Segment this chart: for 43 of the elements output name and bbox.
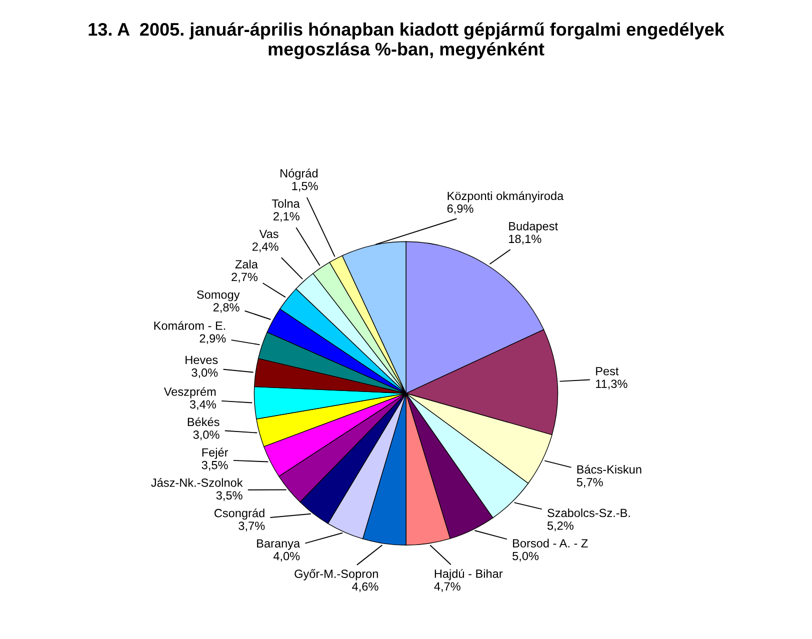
- slice-label: Heves: [186, 356, 218, 364]
- data-label: 2,9%: [200, 334, 226, 344]
- data-label: 4,0%: [273, 552, 300, 562]
- slice-label: Komárom - E.: [154, 321, 226, 330]
- data-label: 3,0%: [193, 430, 220, 440]
- slice-label: Nógrád: [280, 168, 318, 180]
- slice-label: Tolna: [272, 199, 300, 208]
- chart-title: 13. A 2005. január-április hónapban kiadott gépjármű forgalmi engedélyek megoszlása %-ban, megyénként: [88, 22, 724, 60]
- data-label: 3,0%: [192, 368, 218, 378]
- slice-label: Borsod - A. - Z: [513, 538, 588, 548]
- data-label: 2,8%: [213, 303, 240, 313]
- slice-label: Vas: [259, 230, 278, 238]
- slice-label: Szabolcs-Sz.-B.: [548, 508, 630, 518]
- data-label: 18,1%: [509, 234, 542, 244]
- slice-label: Bács-Kiskun: [577, 464, 642, 474]
- slice-label: Csongrád: [214, 508, 264, 520]
- slice-label: Győr-M.-Sopron: [294, 569, 378, 580]
- data-label: 4,7%: [434, 582, 460, 592]
- data-label: 3,7%: [238, 522, 265, 532]
- data-label: 6,9%: [447, 204, 474, 214]
- data-label: 3,4%: [190, 400, 216, 410]
- data-label: 5,7%: [576, 478, 603, 488]
- slice-label: Központi okmányiroda: [448, 191, 564, 202]
- data-label: 1,5%: [292, 182, 318, 192]
- slice-label: Veszprém: [164, 387, 216, 398]
- slice-label: Fejér: [202, 448, 228, 459]
- data-label: 3,5%: [202, 460, 228, 471]
- data-label: 4,6%: [352, 582, 378, 592]
- data-label: 5,0%: [512, 552, 539, 562]
- data-label: 5,2%: [547, 521, 574, 532]
- slice-label: Baranya: [257, 539, 300, 550]
- data-label: 2,1%: [274, 212, 300, 222]
- data-label: 11,3%: [596, 380, 628, 390]
- slice-label: Somogy: [196, 290, 240, 302]
- slice-label: Budapest: [509, 222, 558, 233]
- slice-label: Békés: [188, 417, 220, 426]
- data-label: 2,4%: [252, 242, 278, 252]
- data-label: 2,7%: [232, 272, 258, 283]
- slice-label: Jász-Nk.-Szolnok: [151, 478, 243, 487]
- slice-label: Zala: [235, 260, 258, 268]
- slice-label: Hajdú - Bihar: [434, 569, 503, 580]
- slice-label: Pest: [596, 367, 619, 376]
- data-label: 3,5%: [216, 491, 242, 501]
